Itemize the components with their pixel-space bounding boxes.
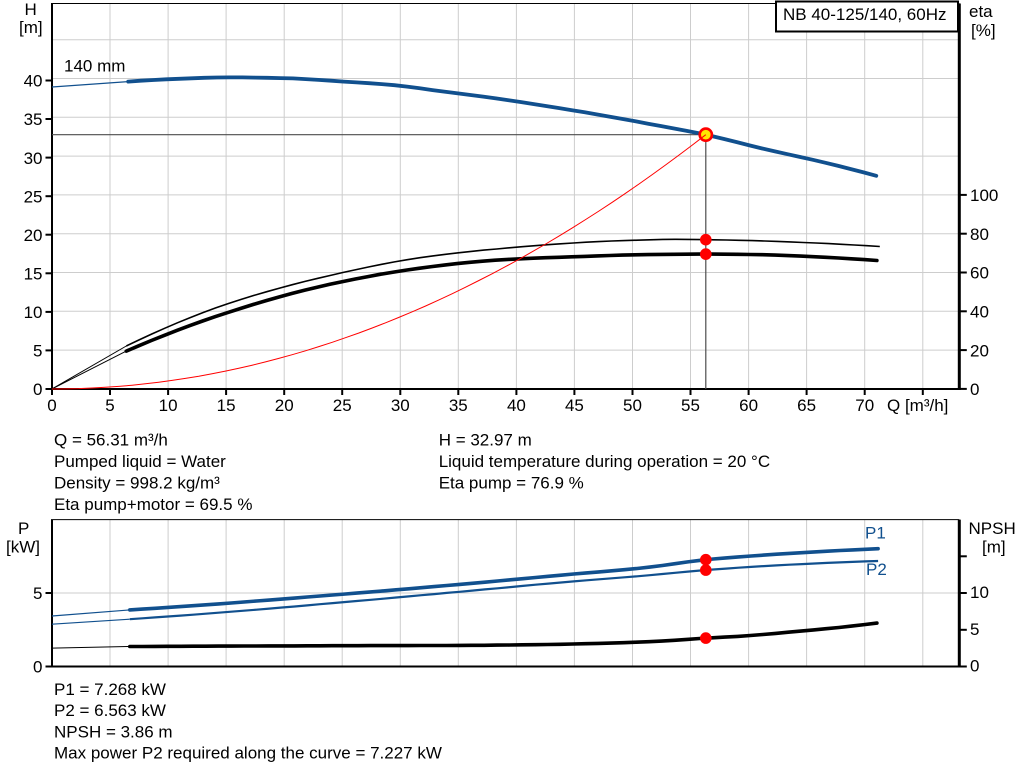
svg-text:P: P <box>18 519 29 538</box>
svg-text:60: 60 <box>970 264 989 283</box>
svg-text:20: 20 <box>275 396 294 415</box>
svg-text:[m]: [m] <box>19 18 43 37</box>
svg-text:25: 25 <box>333 396 352 415</box>
svg-text:100: 100 <box>970 186 998 205</box>
svg-text:40: 40 <box>507 396 526 415</box>
svg-text:15: 15 <box>217 396 236 415</box>
svg-text:NPSH = 3.86 m: NPSH = 3.86 m <box>54 722 173 741</box>
svg-text:60: 60 <box>739 396 758 415</box>
svg-text:Max power P2 required along th: Max power P2 required along the curve = … <box>54 744 442 763</box>
svg-text:10: 10 <box>970 583 989 602</box>
svg-text:eta: eta <box>969 2 993 21</box>
svg-text:Density = 998.2 kg/m³: Density = 998.2 kg/m³ <box>54 474 220 493</box>
svg-text:45: 45 <box>565 396 584 415</box>
svg-text:35: 35 <box>449 396 468 415</box>
svg-text:H: H <box>25 0 37 19</box>
svg-text:30: 30 <box>24 149 43 168</box>
svg-text:55: 55 <box>681 396 700 415</box>
svg-text:10: 10 <box>24 303 43 322</box>
svg-text:Q = 56.31 m³/h: Q = 56.31 m³/h <box>54 431 168 450</box>
svg-text:25: 25 <box>24 187 43 206</box>
svg-text:Eta pump = 76.9 %: Eta pump = 76.9 % <box>439 474 584 493</box>
svg-text:Eta pump+motor = 69.5 %: Eta pump+motor = 69.5 % <box>54 495 252 514</box>
svg-text:P2: P2 <box>866 560 887 579</box>
svg-text:H = 32.97 m: H = 32.97 m <box>439 431 532 450</box>
svg-text:[%]: [%] <box>971 21 996 40</box>
svg-text:80: 80 <box>970 225 989 244</box>
svg-text:0: 0 <box>970 380 979 399</box>
svg-text:0: 0 <box>47 396 56 415</box>
svg-text:10: 10 <box>159 396 178 415</box>
svg-text:Q [m³/h]: Q [m³/h] <box>887 396 948 415</box>
svg-text:140 mm: 140 mm <box>64 57 125 76</box>
svg-text:40: 40 <box>24 72 43 91</box>
svg-text:30: 30 <box>391 396 410 415</box>
svg-text:NPSH: NPSH <box>969 519 1016 538</box>
svg-text:15: 15 <box>24 265 43 284</box>
svg-text:P1: P1 <box>865 524 886 543</box>
svg-text:5: 5 <box>970 620 979 639</box>
svg-text:P1 = 7.268 kW: P1 = 7.268 kW <box>54 680 166 699</box>
svg-text:5: 5 <box>33 584 42 603</box>
svg-text:Liquid temperature during oper: Liquid temperature during operation = 20… <box>439 452 770 471</box>
svg-text:Pumped liquid = Water: Pumped liquid = Water <box>54 452 226 471</box>
svg-text:20: 20 <box>24 226 43 245</box>
svg-text:NB 40-125/140, 60Hz: NB 40-125/140, 60Hz <box>783 5 947 24</box>
svg-text:20: 20 <box>970 341 989 360</box>
svg-text:[m]: [m] <box>982 538 1006 557</box>
svg-text:50: 50 <box>623 396 642 415</box>
svg-text:P2 = 6.563 kW: P2 = 6.563 kW <box>54 701 166 720</box>
svg-text:65: 65 <box>797 396 816 415</box>
svg-text:0: 0 <box>33 658 42 677</box>
svg-text:35: 35 <box>24 110 43 129</box>
svg-text:5: 5 <box>33 342 42 361</box>
svg-text:5: 5 <box>105 396 114 415</box>
svg-text:70: 70 <box>855 396 874 415</box>
svg-text:0: 0 <box>970 657 979 676</box>
svg-text:0: 0 <box>33 380 42 399</box>
svg-text:[kW]: [kW] <box>6 538 40 557</box>
svg-text:40: 40 <box>970 303 989 322</box>
